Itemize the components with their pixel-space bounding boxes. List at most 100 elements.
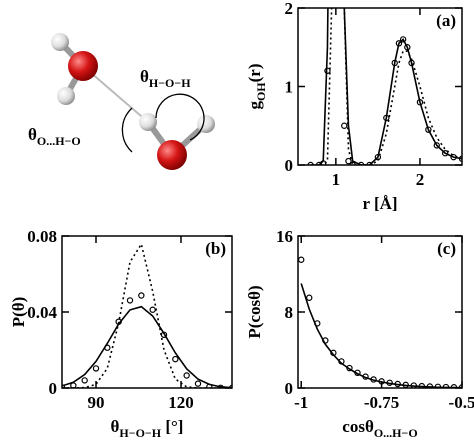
- data-point: [206, 383, 213, 388]
- series-line: [62, 242, 232, 388]
- data-point: [306, 294, 313, 301]
- x-axis-label: cosθO...H−O: [342, 417, 417, 440]
- data-point: [433, 142, 440, 149]
- data-point: [426, 383, 434, 388]
- data-point: [62, 384, 66, 388]
- y-tick-label: 0: [49, 379, 58, 398]
- data-point: [228, 384, 232, 388]
- data-point: [441, 150, 449, 157]
- hydrogen-atom: [57, 87, 75, 105]
- data-point: [366, 161, 373, 165]
- label-part: θ: [140, 67, 149, 86]
- y-tick-label: 0: [285, 379, 294, 398]
- data-point: [442, 383, 450, 388]
- plot-frame: [297, 7, 463, 166]
- angle-label: θH−O−H: [140, 67, 191, 90]
- y-axis-label: P(cosθ): [245, 285, 264, 338]
- panel-label: (c): [437, 239, 456, 258]
- data-point: [418, 382, 426, 388]
- data-point: [341, 122, 348, 129]
- y-tick-label: 0.04: [27, 303, 57, 322]
- data-point: [322, 337, 329, 344]
- oxygen-atom: [157, 140, 187, 170]
- x-tick-label: 1: [332, 170, 341, 189]
- data-point: [115, 318, 122, 325]
- data-point: [298, 256, 305, 263]
- data-point: [183, 372, 190, 379]
- plot-area: [307, 8, 462, 165]
- label-part: OH: [254, 82, 268, 101]
- oxygen-atom: [68, 51, 98, 81]
- y-tick-label: 1: [285, 78, 294, 97]
- data-point: [307, 161, 314, 165]
- hydrogen-atom: [197, 115, 215, 133]
- data-point: [138, 292, 145, 299]
- data-point: [126, 297, 134, 304]
- data-point: [357, 161, 365, 165]
- x-tick-label: 120: [168, 393, 194, 412]
- y-axis-label: P(θ): [9, 297, 28, 328]
- hydrogen-atom: [51, 33, 69, 51]
- x-tick-label: -0.75: [364, 393, 399, 412]
- data-point: [92, 365, 100, 372]
- data-point: [354, 369, 361, 376]
- data-point: [410, 382, 417, 388]
- data-point: [172, 355, 179, 363]
- series-line: [62, 305, 232, 388]
- series-line: [310, 8, 462, 165]
- y-tick-label: 0: [285, 156, 294, 175]
- data-point: [386, 379, 393, 386]
- data-point: [450, 384, 458, 388]
- y-tick-label: 0.08: [27, 227, 57, 246]
- data-point: [314, 320, 321, 327]
- panel-label: (a): [436, 11, 456, 30]
- label-part: H−O−H: [119, 426, 161, 440]
- label-part: O...H−O: [374, 426, 418, 440]
- data-point: [345, 157, 352, 165]
- angle-label: θO...H−O: [28, 125, 81, 148]
- x-axis-label: θH−O−H [°]: [111, 417, 184, 440]
- data-point: [217, 384, 224, 388]
- data-point: [404, 44, 411, 51]
- label-part: P(θ): [9, 297, 28, 328]
- plot-area: [62, 242, 232, 388]
- y-tick-label: 2: [285, 0, 294, 18]
- panel-label: (b): [205, 239, 226, 258]
- label-part: g: [245, 101, 264, 110]
- y-axis-label: gOH(r): [245, 63, 268, 109]
- data-point: [104, 344, 111, 351]
- molecule-diagram: [51, 33, 215, 170]
- label-part: cosθ: [342, 417, 374, 436]
- series-line: [300, 283, 462, 388]
- label-part: θ: [111, 417, 120, 436]
- x-tick-label: 90: [88, 393, 105, 412]
- x-axis-label: r [Å]: [362, 194, 397, 213]
- label-part: H−O−H: [149, 76, 191, 90]
- data-point: [81, 377, 88, 384]
- y-tick-label: 8: [285, 303, 294, 322]
- plot-frame: [297, 235, 463, 389]
- data-point: [425, 126, 432, 133]
- data-point: [394, 380, 401, 388]
- data-point: [402, 381, 409, 388]
- hydrogen-atom: [139, 113, 157, 131]
- label-part: O...H−O: [37, 134, 81, 148]
- label-part: r [Å]: [362, 194, 397, 213]
- data-point: [362, 373, 369, 380]
- plot-area: [298, 256, 462, 388]
- data-point: [399, 36, 407, 43]
- data-point: [330, 349, 337, 357]
- angle-arc: [155, 93, 205, 141]
- data-point: [391, 59, 398, 67]
- x-tick-label: -1: [294, 393, 308, 412]
- data-point: [194, 380, 202, 387]
- data-point: [346, 364, 353, 372]
- series-line: [310, 8, 462, 165]
- label-part: P(cosθ): [245, 285, 264, 338]
- x-tick-label: 2: [416, 170, 425, 189]
- angle-arc: [121, 107, 133, 153]
- label-part: θ: [28, 125, 37, 144]
- data-point: [378, 378, 385, 385]
- data-point: [370, 376, 377, 383]
